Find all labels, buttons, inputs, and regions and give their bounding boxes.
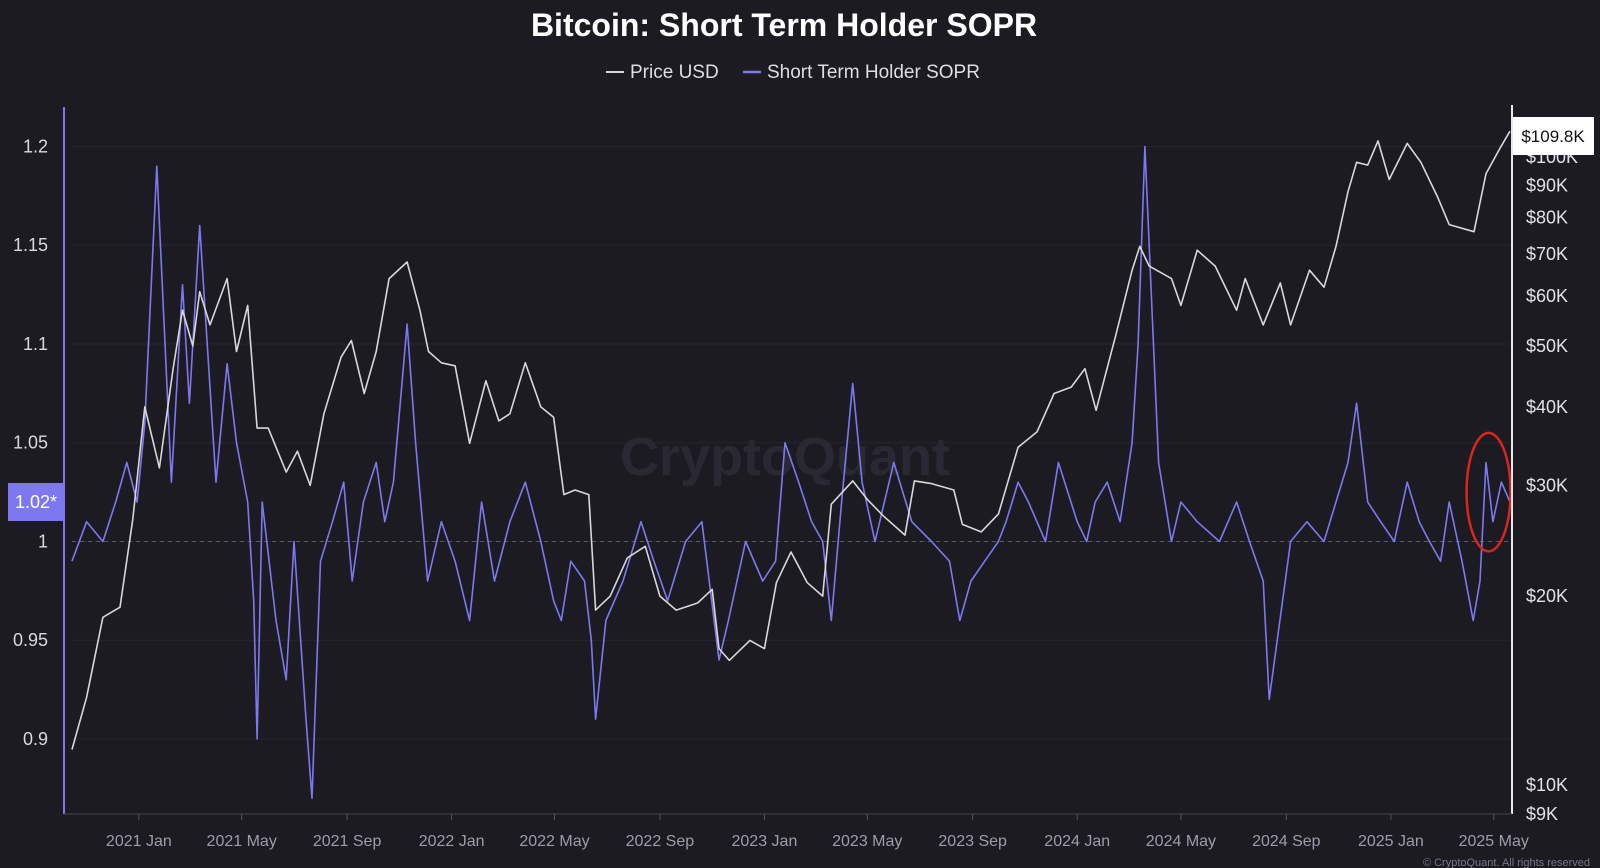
left-tick-label: 1.05 [13,433,48,453]
x-tick-label: 2024 Sep [1252,833,1321,850]
left-tick-label: 1 [38,531,48,551]
watermark: CryptoQuant [620,427,950,487]
left-tick-label: 0.9 [23,729,48,749]
x-axis: 2021 Jan 2021 May 2021 Sep 2022 Jan 2022 May… [64,813,1529,850]
x-tick-label: 2021 Jan [106,833,172,850]
copyright-footer: © CryptoQuant. All rights reserved [1423,857,1590,868]
legend-label-sopr[interactable]: Short Term Holder SOPR [767,62,980,83]
right-current-value-bg [1513,117,1594,155]
series-line-sopr [71,145,1511,800]
x-tick-label: 2025 May [1459,833,1529,850]
right-tick-label: $10K [1526,775,1568,795]
right-tick-label: $9K [1526,804,1558,824]
series-line-price [71,130,1511,750]
right-current-value-label: $109.8K [1521,127,1585,146]
right-tick-label: $90K [1526,176,1568,196]
series-layer [71,130,1511,800]
x-tick-label: 2023 Jan [732,833,798,850]
x-tick-label: 2022 Jan [419,833,485,850]
x-axis-ticks: 2021 Jan 2021 May 2021 Sep 2022 Jan 2022 May… [106,814,1529,850]
left-axis: 1.2 1.15 1.1 1.05 1 0.95 0.9 1.02* [8,107,65,814]
right-tick-label: $20K [1526,586,1568,606]
right-axis: $100K$90K$80K$70K$60K$50K$40K$30K$20K$10… [1511,105,1594,824]
chart-title: Bitcoin: Short Term Holder SOPR [531,7,1037,43]
right-tick-label: $40K [1526,397,1568,417]
left-axis-ticks: 1.2 1.15 1.1 1.05 1 0.95 0.9 [13,136,48,748]
left-tick-label: 1.15 [13,235,48,255]
grid [72,145,1510,740]
x-tick-label: 2022 May [519,833,589,850]
right-tick-label: $60K [1526,286,1568,306]
x-tick-label: 2022 Sep [626,833,695,850]
left-tick-label: 1.2 [23,136,48,156]
right-tick-label: $50K [1526,336,1568,356]
right-tick-label: $80K [1526,208,1568,228]
legend-label-price[interactable]: Price USD [630,62,719,83]
x-tick-label: 2024 May [1146,833,1216,850]
highlight-ellipse [1465,431,1512,553]
x-tick-label: 2021 Sep [313,833,382,850]
legend: Price USD Short Term Holder SOPR [606,62,980,83]
x-tick-label: 2023 Sep [938,833,1007,850]
x-tick-label: 2023 May [832,833,902,850]
right-tick-label: $30K [1526,475,1568,495]
right-tick-label: $70K [1526,244,1568,264]
x-tick-label: 2024 Jan [1044,833,1110,850]
left-tick-label: 0.95 [13,630,48,650]
left-tick-label: 1.1 [23,334,48,354]
left-current-value-bg [8,482,64,521]
x-tick-label: 2025 Jan [1358,833,1424,850]
right-axis-ticks: $100K$90K$80K$70K$60K$50K$40K$30K$20K$10… [1526,147,1578,824]
left-current-value-label: 1.02* [15,492,57,512]
x-tick-label: 2021 May [207,833,277,850]
